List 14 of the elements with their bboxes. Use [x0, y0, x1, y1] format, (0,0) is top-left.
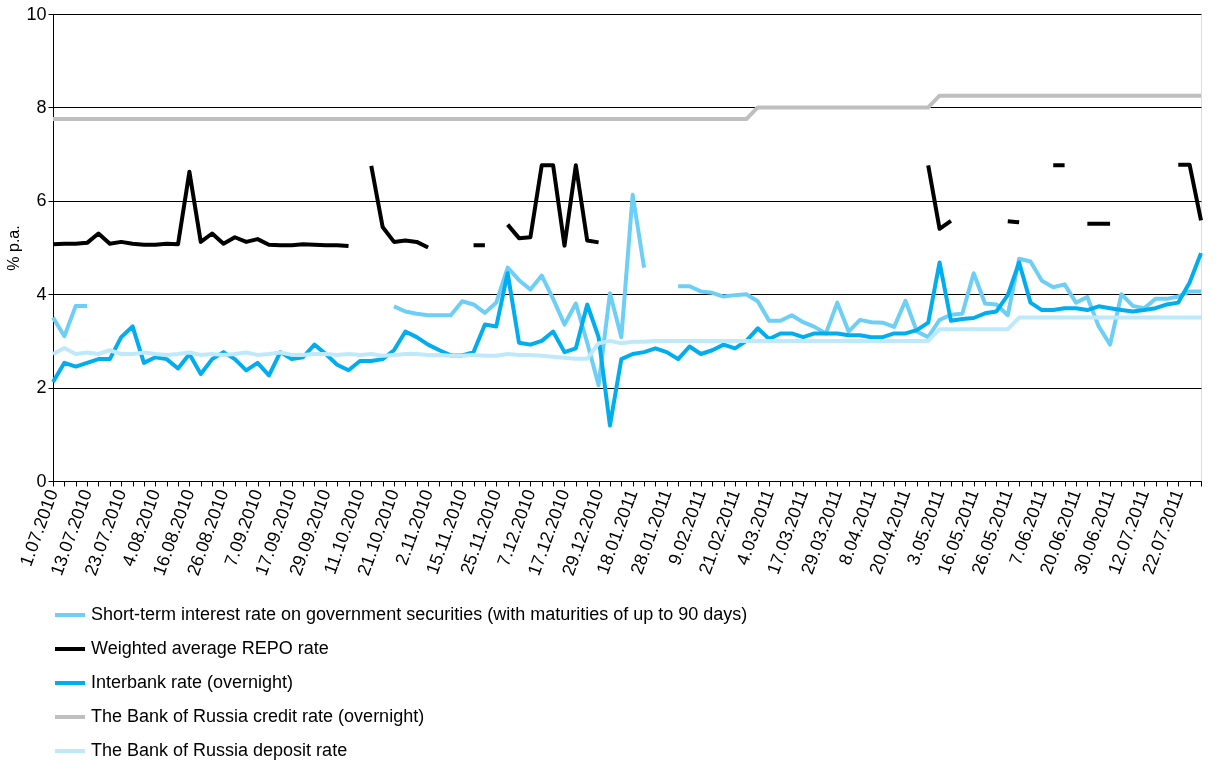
y-tick-label: 2 — [36, 377, 47, 398]
y-tick-label: 0 — [36, 470, 47, 491]
legend-label: Interbank rate (overnight) — [91, 672, 294, 692]
legend-label: Short-term interest rate on government securities (with maturities of up to 90 days) — [91, 604, 748, 624]
y-tick-label: 4 — [36, 283, 47, 304]
line-series — [51, 251, 1203, 428]
y-tick-label: 8 — [36, 96, 47, 117]
legend-label: Weighted average REPO rate — [91, 638, 329, 658]
line-series — [51, 315, 1203, 361]
y-axis-title: % p.a. — [5, 225, 23, 271]
y-tick-label: 10 — [26, 3, 47, 24]
legend-label: The Bank of Russia deposit rate — [91, 740, 348, 760]
y-tick-label: 6 — [36, 190, 47, 211]
legend-label: The Bank of Russia credit rate (overnight) — [91, 706, 425, 726]
